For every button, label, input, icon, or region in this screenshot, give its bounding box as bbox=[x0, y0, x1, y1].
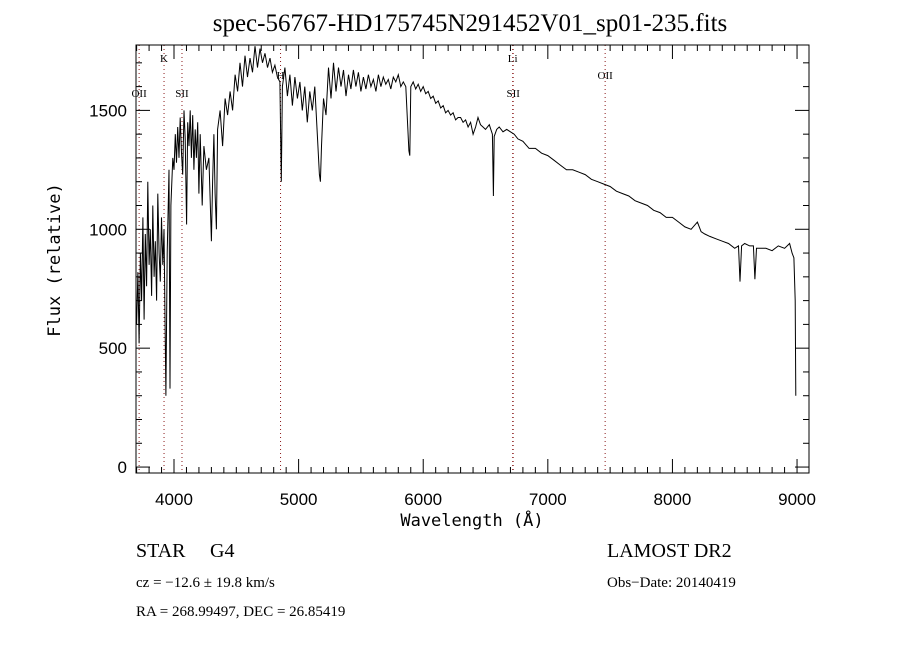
plot-frame bbox=[135, 44, 810, 474]
y-tick-label: 1000 bbox=[89, 220, 127, 239]
x-axis-label: Wavelength (Å) bbox=[400, 511, 544, 531]
redshift-info: cz = −12.6 ± 19.8 km/s bbox=[136, 575, 275, 591]
y-tick-label: 500 bbox=[99, 339, 127, 358]
x-tick-label: 8000 bbox=[654, 490, 692, 509]
marker-label: SII bbox=[506, 88, 520, 100]
x-tick-label: 4000 bbox=[155, 490, 193, 509]
object-class: STAR bbox=[136, 540, 186, 562]
marker-label: K bbox=[160, 53, 168, 65]
axes: 4000 5000 6000 7000 8000 9000 0 500 1000 1500 bbox=[89, 45, 816, 509]
chart-title: spec-56767-HD175745N291452V01_sp01-235.f… bbox=[212, 10, 728, 37]
x-tick-label: 7000 bbox=[529, 490, 567, 509]
marker-label: OII bbox=[598, 70, 614, 82]
coordinates: RA = 268.99497, DEC = 26.85419 bbox=[136, 604, 346, 620]
obs-date: Obs−Date: 20140419 bbox=[607, 575, 736, 591]
spectrum-line bbox=[136, 46, 797, 396]
line-markers: OII K SII H Li SII OII bbox=[131, 45, 613, 473]
object-subclass: G4 bbox=[210, 540, 235, 562]
x-tick-label: 9000 bbox=[778, 490, 816, 509]
marker-label: OII bbox=[131, 88, 147, 100]
survey-label: LAMOST DR2 bbox=[607, 540, 732, 562]
y-tick-label: 0 bbox=[118, 458, 127, 477]
x-tick-label: 5000 bbox=[280, 490, 318, 509]
marker-label: Li bbox=[508, 53, 518, 65]
y-axis-label: Flux (relative) bbox=[45, 183, 65, 337]
marker-label: H bbox=[277, 70, 285, 82]
y-tick-label: 1500 bbox=[89, 101, 127, 120]
marker-label: SII bbox=[175, 88, 189, 100]
x-tick-label: 6000 bbox=[404, 490, 442, 509]
